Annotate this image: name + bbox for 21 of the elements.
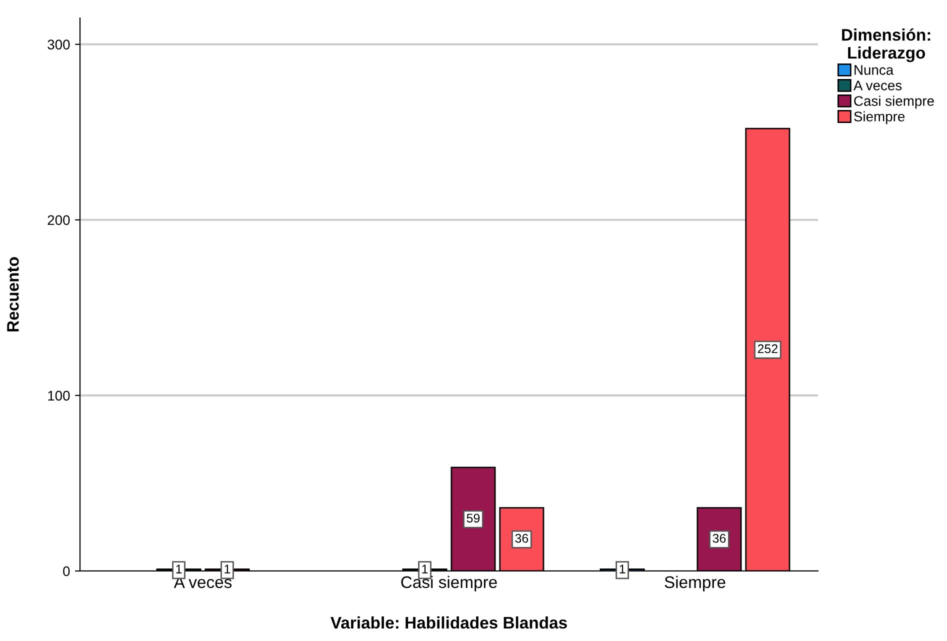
y-tick-label: 0	[63, 566, 70, 576]
data-label: 1	[422, 564, 428, 574]
x-axis-title: Variable: Habilidades Blandas	[330, 616, 567, 629]
legend-title: Dimensión: Liderazgo	[842, 28, 930, 62]
x-tick-label: Casi siempre	[401, 576, 497, 592]
data-label: 59	[466, 514, 480, 523]
y-tick-label: 100	[48, 390, 70, 401]
data-label: 252	[758, 344, 778, 354]
data-label: 1	[224, 564, 230, 574]
legend-label: Casi siempre	[854, 96, 934, 109]
y-tick-label: 300	[48, 40, 70, 50]
data-label: 1	[176, 564, 182, 574]
x-tick-label: Siempre	[664, 576, 726, 592]
data-label: 1	[620, 564, 626, 574]
legend-label: Siempre	[854, 111, 905, 124]
data-label: 36	[515, 534, 528, 543]
data-label: 36	[712, 534, 726, 543]
y-tick-label: 200	[48, 215, 70, 226]
legend-label: A veces	[853, 80, 902, 90]
y-axis-title: Recuento	[7, 257, 19, 332]
legend-label: Nunca	[854, 65, 894, 75]
